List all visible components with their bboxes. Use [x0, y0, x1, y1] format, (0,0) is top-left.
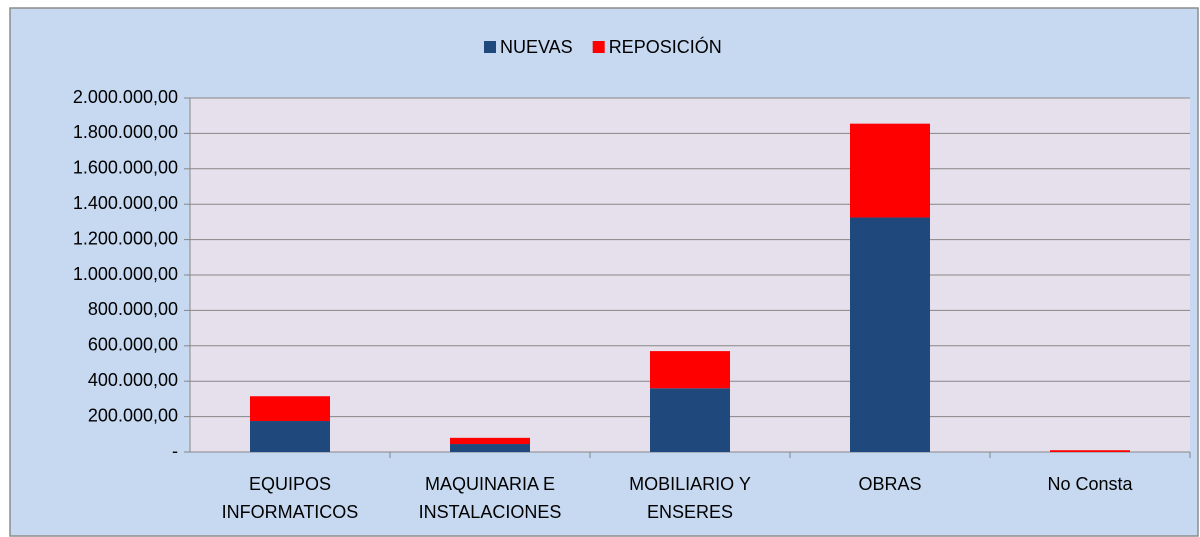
- bar-segment: [850, 217, 930, 452]
- x-tick-label: MAQUINARIA E INSTALACIONES: [419, 474, 562, 522]
- bar-segment: [450, 444, 530, 452]
- bar-segment: [250, 396, 330, 422]
- y-tick-label: 1.400.000,00: [73, 193, 178, 213]
- bar-segment: [850, 123, 930, 218]
- bar-segment: [650, 388, 730, 452]
- legend-label: REPOSICIÓN: [609, 36, 722, 57]
- legend: NUEVAS REPOSICIÓN: [484, 36, 722, 57]
- y-tick-label: 600.000,00: [88, 335, 178, 355]
- x-tick-label: No Consta: [1047, 474, 1133, 494]
- y-tick-label: 1.600.000,00: [73, 158, 178, 178]
- legend-label: NUEVAS: [500, 37, 573, 57]
- bar-segment: [650, 351, 730, 389]
- y-tick-label: 200.000,00: [88, 405, 178, 425]
- bar-segment: [250, 421, 330, 452]
- legend-swatch: [592, 41, 605, 53]
- bar-segment: [450, 437, 530, 445]
- y-tick-label: 1.800.000,00: [73, 122, 178, 142]
- x-tick-label: MOBILIARIO Y ENSERES: [629, 474, 751, 522]
- bar-segment: [1050, 450, 1130, 452]
- y-tick-label: 800.000,00: [88, 299, 178, 319]
- x-tick-label: OBRAS: [858, 474, 921, 494]
- y-tick-label: 2.000.000,00: [73, 87, 178, 107]
- y-tick-label: 1.200.000,00: [73, 228, 178, 248]
- x-tick-label: EQUIPOS INFORMATICOS: [222, 474, 359, 522]
- y-tick-label: 400.000,00: [88, 370, 178, 390]
- y-tick-label: 1.000.000,00: [73, 264, 178, 284]
- legend-swatch: [484, 41, 496, 53]
- y-tick-label: -: [172, 441, 178, 461]
